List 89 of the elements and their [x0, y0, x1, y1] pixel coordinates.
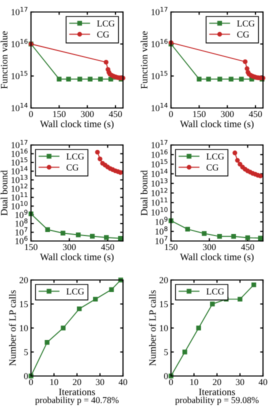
legend-label: LCG [206, 288, 224, 295]
y-axis-title: Number of LP calls [148, 290, 156, 366]
x-tick-label: 450 [101, 244, 114, 250]
x-axis-title: Wall clock time (s) [180, 120, 254, 130]
y-tick-label: 10$^{14}$ [12, 103, 28, 112]
legend-label: LCG [237, 20, 255, 27]
y-tick-label: 10$^{10}$ [152, 207, 168, 216]
y-tick-label: 10$^{16}$ [152, 150, 168, 158]
y-tick-label: 10$^{17}$ [152, 7, 168, 16]
x-tick-label: 20 [72, 379, 82, 386]
y-tick-label: 10$^{7}$ [156, 236, 168, 244]
y-tick-label: 10$^{12}$ [152, 188, 168, 196]
x-axis-title: Iterations [198, 388, 236, 396]
x-tick-label: 450 [241, 244, 254, 250]
legend-label: CG [237, 31, 250, 38]
y-tick-label: 10$^{9}$ [16, 210, 28, 218]
y-tick-label: 15 [160, 301, 168, 308]
x-tick-label: 450 [108, 111, 122, 118]
legend-label: CG [97, 31, 110, 38]
y-tick-label: 10$^{15}$ [152, 159, 168, 168]
y-tick-label: 10 [160, 325, 168, 332]
y-tick-label: 10$^{14}$ [152, 168, 168, 177]
y-tick-label: 10$^{16}$ [12, 148, 28, 157]
y-tick-label: 10$^{11}$ [12, 192, 28, 201]
x-tick-label: 0 [169, 111, 173, 118]
y-tick-label: 5 [164, 349, 168, 356]
x-tick-label: 300 [220, 111, 234, 118]
x-axis-title: Wall clock time (s) [180, 253, 254, 262]
x-tick-label: 10 [190, 379, 198, 386]
legend-label: LCG [66, 288, 84, 295]
y-tick-label: 10$^{16}$ [12, 38, 28, 48]
x-tick-label: 300 [62, 244, 76, 250]
x-tick-label: 0 [169, 379, 173, 386]
x-tick-label: 150 [193, 111, 206, 118]
y-tick-label: 20 [160, 277, 168, 284]
y-axis-title: Dual bound [0, 170, 8, 216]
x-tick-label: 300 [80, 111, 94, 118]
y-tick-label: 10$^{12}$ [12, 184, 28, 192]
y-tick-label: 10$^{13}$ [152, 178, 168, 187]
x-tick-label: 450 [248, 111, 262, 118]
y-tick-label: 10$^{6}$ [16, 236, 28, 244]
y-tick-label: 10$^{17}$ [152, 140, 168, 148]
y-tick-label: 10$^{7}$ [16, 227, 28, 236]
legend-label: CG [206, 164, 218, 170]
x-axis-title: Wall clock time (s) [40, 120, 114, 130]
y-tick-label: 10$^{10}$ [12, 201, 28, 210]
y-axis-title: Dual bound [140, 170, 148, 216]
y-tick-label: 10$^{15}$ [152, 71, 168, 80]
y-tick-label: 10$^{8}$ [156, 226, 168, 235]
x-tick-label: 10 [50, 379, 58, 386]
x-tick-label: 40 [258, 379, 268, 386]
y-tick-label: 0 [164, 373, 168, 380]
y-axis-title: Number of LP calls [8, 290, 16, 366]
legend-label: LCG [66, 153, 84, 160]
x-tick-label: 40 [118, 379, 128, 386]
x-tick-label: 300 [202, 244, 216, 250]
x-tick-label: 0 [29, 379, 33, 386]
y-tick-label: 15 [20, 301, 28, 308]
y-tick-label: 10$^{11}$ [152, 198, 168, 206]
y-tick-label: 10$^{13}$ [12, 174, 28, 184]
x-tick-label: 30 [236, 379, 244, 386]
y-tick-label: 10$^{15}$ [12, 157, 28, 166]
y-tick-label: 0 [24, 373, 28, 380]
y-tick-label: 10$^{8}$ [16, 218, 28, 227]
y-tick-label: 5 [24, 349, 28, 356]
x-axis-title: Wall clock time (s) [40, 253, 114, 262]
x-tick-label: 0 [29, 111, 33, 118]
y-tick-label: 10 [20, 325, 28, 332]
text: probability p = 40.78% [35, 396, 119, 405]
y-tick-label: 10$^{16}$ [152, 38, 168, 48]
y-tick-label: 10$^{17}$ [12, 140, 28, 148]
x-tick-label: 150 [165, 244, 178, 250]
y-axis-title: Function value [140, 31, 148, 89]
y-tick-label: 20 [20, 277, 28, 284]
x-tick-label: 30 [96, 379, 104, 386]
y-tick-label: 10$^{9}$ [156, 216, 168, 226]
y-tick-label: 10$^{14}$ [12, 166, 28, 174]
x-tick-label: 20 [212, 379, 222, 386]
x-axis-title: Iterations [58, 388, 96, 396]
x-tick-label: 150 [53, 111, 66, 118]
y-tick-label: 10$^{14}$ [152, 103, 168, 112]
x-tick-label: 150 [25, 244, 38, 250]
legend-label: LCG [206, 153, 224, 160]
legend-label: LCG [97, 20, 115, 27]
text: probability p = 59.08% [175, 396, 259, 405]
legend-label: CG [66, 164, 78, 170]
y-tick-label: 10$^{17}$ [12, 7, 28, 16]
y-tick-label: 10$^{15}$ [12, 71, 28, 80]
y-axis-title: Function value [0, 31, 8, 89]
